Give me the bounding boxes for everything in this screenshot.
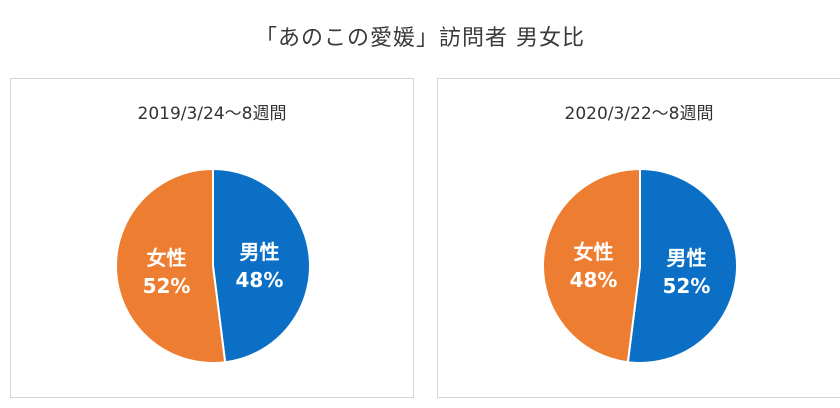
pie-slice-male bbox=[212, 167, 311, 364]
slice-category-label: 男性 bbox=[666, 246, 706, 270]
pie-slice-female bbox=[542, 167, 641, 364]
pie-panel-2020: 2020/3/22〜8週間 男性 52% 女性 48% bbox=[437, 78, 840, 398]
pie-panel-2019: 2019/3/24〜8週間 男性 48% 女性 52% bbox=[10, 78, 414, 398]
pie-chart-2020: 男性 52% 女性 48% bbox=[542, 167, 738, 364]
slice-category-label: 女性 bbox=[574, 240, 614, 264]
pie-slice-female bbox=[115, 167, 227, 364]
pie-slice-male bbox=[626, 167, 738, 364]
chart-title: 「あのこの愛媛」訪問者 男女比 bbox=[255, 26, 585, 51]
slice-category-label: 男性 bbox=[239, 240, 279, 264]
pie-title-2020: 2020/3/22〜8週間 bbox=[564, 104, 714, 124]
slice-percent-label: 48% bbox=[570, 268, 618, 292]
slice-percent-label: 52% bbox=[663, 274, 711, 298]
pie-title-2019: 2019/3/24〜8週間 bbox=[137, 104, 287, 124]
slice-percent-label: 48% bbox=[236, 268, 284, 292]
slice-category-label: 女性 bbox=[147, 246, 187, 270]
slice-percent-label: 52% bbox=[143, 274, 191, 298]
pie-chart-2019: 男性 48% 女性 52% bbox=[115, 167, 311, 364]
